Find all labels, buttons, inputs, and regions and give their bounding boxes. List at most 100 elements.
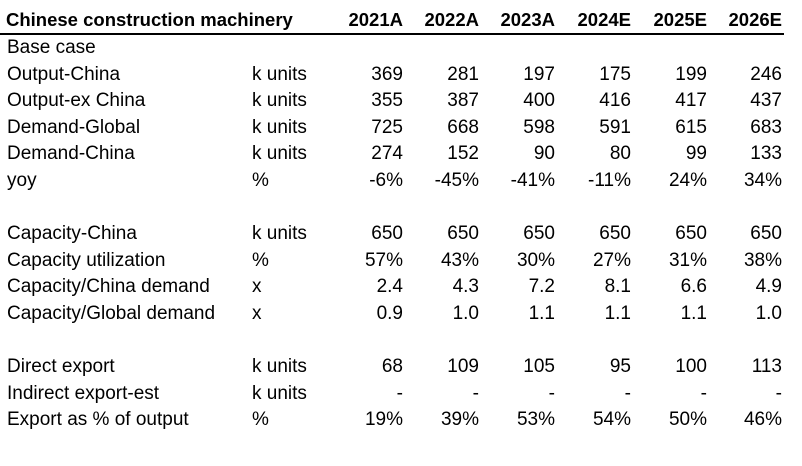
value-cell: 387 xyxy=(447,90,479,112)
value-cell: - xyxy=(624,382,631,404)
value-cell: 43% xyxy=(440,249,479,271)
value-cell xyxy=(481,34,557,62)
table-row: Export as % of output% 19% 39% 53% 54% 50% 46% xyxy=(0,407,784,434)
year-header: 2022A xyxy=(424,9,479,30)
table-title: Chinese construction machinery xyxy=(6,9,293,30)
value-cell: 46% xyxy=(743,409,782,431)
row-unit: k units xyxy=(252,356,307,378)
value-cell: - xyxy=(396,382,403,404)
value-cell: 68 xyxy=(381,356,403,378)
value-cell: 281 xyxy=(447,63,479,85)
value-cell: 53% xyxy=(516,409,555,431)
table-row: Output-ex China k units 355 387 400 416 417 437 xyxy=(0,88,784,115)
table-row: Indirect export-est k units - - - - - - xyxy=(0,381,784,408)
value-cell: 54% xyxy=(592,409,631,431)
row-label: Export as % of output xyxy=(7,409,189,431)
row-label: Demand-Global xyxy=(7,116,141,138)
spacer-cell xyxy=(0,328,784,355)
row-label: yoy xyxy=(7,169,37,191)
header-row: Chinese construction machinery 2021A 202… xyxy=(0,6,784,34)
row-unit: k units xyxy=(252,223,307,245)
table-row: Base case xyxy=(0,34,784,62)
row-label: Direct export xyxy=(7,356,115,378)
value-cell: 8.1 xyxy=(604,276,631,298)
value-cell: 650 xyxy=(523,223,555,245)
value-cell: - xyxy=(775,382,782,404)
value-cell: 113 xyxy=(751,356,782,378)
row-unit: k units xyxy=(252,143,307,165)
value-cell: 34% xyxy=(743,169,782,191)
value-cell: 4.9 xyxy=(755,276,782,298)
value-cell: 2.4 xyxy=(376,276,403,298)
value-cell: - xyxy=(548,382,555,404)
row-label: Base case xyxy=(7,37,96,58)
value-cell: 152 xyxy=(447,143,479,165)
value-cell: 199 xyxy=(675,63,707,85)
row-unit: % xyxy=(252,249,269,271)
value-cell: 0.9 xyxy=(376,302,403,324)
value-cell: 246 xyxy=(750,63,782,85)
row-label: Output-ex China xyxy=(7,90,146,112)
row-label: Capacity/Global demand xyxy=(7,302,216,324)
value-cell: 650 xyxy=(750,223,782,245)
value-cell: 1.0 xyxy=(755,302,782,324)
value-cell: 650 xyxy=(675,223,707,245)
construction-machinery-table: Chinese construction machinery 2021A 202… xyxy=(0,6,784,434)
value-cell: 4.3 xyxy=(452,276,479,298)
value-cell: 133 xyxy=(750,143,782,165)
year-header: 2026E xyxy=(728,9,783,30)
value-cell: 1.1 xyxy=(528,302,555,324)
value-cell: 683 xyxy=(750,116,782,138)
table-body: Base case Output-China k units 369 281 197 175… xyxy=(0,34,784,434)
value-cell: 109 xyxy=(447,356,479,378)
value-cell: 650 xyxy=(447,223,479,245)
row-unit: k units xyxy=(252,90,307,112)
row-unit: % xyxy=(252,409,269,431)
value-cell xyxy=(709,34,784,62)
year-header: 2024E xyxy=(577,9,632,30)
value-cell: 175 xyxy=(599,63,631,85)
value-cell: -41% xyxy=(510,169,555,191)
value-cell: 90 xyxy=(533,143,555,165)
value-cell: -11% xyxy=(588,169,631,191)
value-cell: 598 xyxy=(523,116,555,138)
table-row: yoy% -6% -45% -41% -11% 24% 34% xyxy=(0,168,784,195)
value-cell: 95 xyxy=(609,356,631,378)
value-cell: 1.1 xyxy=(604,302,631,324)
value-cell: 57% xyxy=(364,249,403,271)
value-cell: 416 xyxy=(599,90,631,112)
value-cell: 99 xyxy=(685,143,707,165)
value-cell: 197 xyxy=(523,63,555,85)
value-cell: 615 xyxy=(675,116,707,138)
value-cell xyxy=(332,34,405,62)
value-cell: 31% xyxy=(668,249,707,271)
value-cell: -6% xyxy=(369,169,403,191)
value-cell: 400 xyxy=(523,90,555,112)
spacer-row xyxy=(0,195,784,222)
row-unit: % xyxy=(252,169,269,191)
value-cell: 355 xyxy=(371,90,403,112)
row-unit: x xyxy=(252,276,262,298)
value-cell: 27% xyxy=(592,249,631,271)
row-unit: k units xyxy=(252,382,307,404)
table-row: Capacity-China k units 650 650 650 650 650 650 xyxy=(0,221,784,248)
table-row: Demand-China k units 274 152 90 80 99 133 xyxy=(0,141,784,168)
year-header: 2021A xyxy=(348,9,403,30)
value-cell: 668 xyxy=(447,116,479,138)
row-unit: k units xyxy=(252,63,307,85)
value-cell: 1.0 xyxy=(452,302,479,324)
row-unit: x xyxy=(252,302,262,324)
value-cell: 100 xyxy=(675,356,707,378)
value-cell: 30% xyxy=(516,249,555,271)
value-cell: 650 xyxy=(599,223,631,245)
value-cell: 7.2 xyxy=(528,276,555,298)
value-cell xyxy=(405,34,481,62)
value-cell: 50% xyxy=(668,409,707,431)
value-cell: 591 xyxy=(599,116,631,138)
row-label: Capacity utilization xyxy=(7,249,166,271)
value-cell: 650 xyxy=(371,223,403,245)
value-cell: 417 xyxy=(675,90,707,112)
table-row: Direct export k units 68 109 105 95 100 113 xyxy=(0,354,784,381)
value-cell: 6.6 xyxy=(680,276,707,298)
